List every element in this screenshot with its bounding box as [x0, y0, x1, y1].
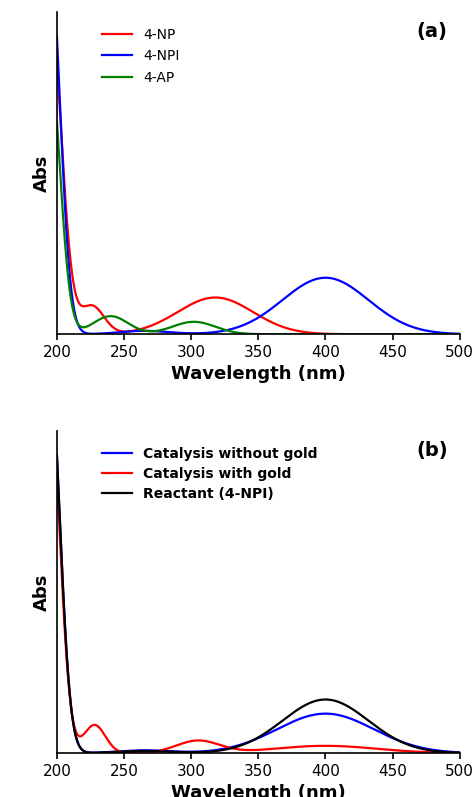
4-NP — [199, 295, 204, 304]
Legend: 4-NP, 4-NPI, 4-AP: 4-NP, 4-NPI, 4-AP — [96, 22, 185, 91]
Reactant (4-NPI) — [457, 748, 463, 757]
Reactant (4-NPI) — [448, 748, 454, 757]
Y-axis label: Abs: Abs — [33, 573, 51, 611]
4-NPI — [72, 305, 77, 315]
Catalysis with gold — [72, 721, 77, 731]
4-AP — [448, 329, 454, 339]
Reactant (4-NPI) — [335, 697, 341, 707]
Line: Catalysis with gold: Catalysis with gold — [57, 476, 460, 753]
4-NPI — [448, 328, 454, 338]
Catalysis with gold — [149, 747, 155, 756]
Catalysis without gold — [149, 746, 155, 756]
4-NPI — [54, 31, 60, 41]
Catalysis without gold — [336, 710, 341, 720]
Catalysis with gold — [54, 471, 60, 481]
4-AP — [54, 116, 60, 126]
Line: 4-NPI: 4-NPI — [57, 36, 460, 334]
X-axis label: Wavelength (nm): Wavelength (nm) — [171, 365, 346, 383]
Text: (a): (a) — [417, 22, 447, 41]
4-NP — [188, 300, 194, 309]
4-NP — [54, 57, 60, 67]
4-NPI — [149, 326, 155, 336]
Reactant (4-NPI) — [188, 748, 194, 757]
4-NP — [72, 283, 77, 292]
Catalysis with gold — [457, 748, 463, 758]
Text: (b): (b) — [416, 441, 447, 460]
4-NPI — [335, 276, 341, 285]
4-NPI — [188, 328, 194, 338]
4-NP — [448, 329, 454, 339]
4-NPI — [199, 328, 204, 338]
Catalysis with gold — [130, 748, 136, 758]
Catalysis without gold — [72, 724, 77, 734]
4-AP — [457, 329, 463, 339]
4-AP — [72, 310, 77, 320]
4-NPI — [457, 329, 463, 339]
Catalysis with gold — [336, 741, 341, 751]
Catalysis without gold — [90, 748, 96, 757]
Reactant (4-NPI) — [54, 450, 60, 460]
4-AP — [149, 327, 155, 336]
Line: 4-AP: 4-AP — [57, 121, 460, 334]
Legend: Catalysis without gold, Catalysis with gold, Reactant (4-NPI): Catalysis without gold, Catalysis with g… — [96, 441, 323, 507]
4-AP — [335, 329, 341, 339]
Catalysis without gold — [457, 748, 463, 757]
4-NP — [335, 329, 341, 339]
Catalysis without gold — [54, 450, 60, 460]
4-AP — [188, 317, 194, 327]
Reactant (4-NPI) — [149, 746, 155, 756]
Line: Catalysis without gold: Catalysis without gold — [57, 455, 460, 752]
4-NP — [457, 329, 463, 339]
Catalysis without gold — [199, 747, 204, 756]
Catalysis with gold — [448, 748, 454, 758]
Reactant (4-NPI) — [72, 724, 77, 734]
Line: Reactant (4-NPI): Reactant (4-NPI) — [57, 455, 460, 752]
Reactant (4-NPI) — [199, 748, 204, 757]
4-AP — [199, 318, 204, 328]
Catalysis with gold — [189, 736, 194, 746]
Catalysis with gold — [199, 736, 204, 745]
Line: 4-NP: 4-NP — [57, 62, 460, 334]
Catalysis without gold — [189, 747, 194, 756]
Catalysis without gold — [448, 747, 454, 756]
X-axis label: Wavelength (nm): Wavelength (nm) — [171, 784, 346, 797]
4-NP — [149, 320, 155, 330]
Y-axis label: Abs: Abs — [33, 155, 51, 192]
